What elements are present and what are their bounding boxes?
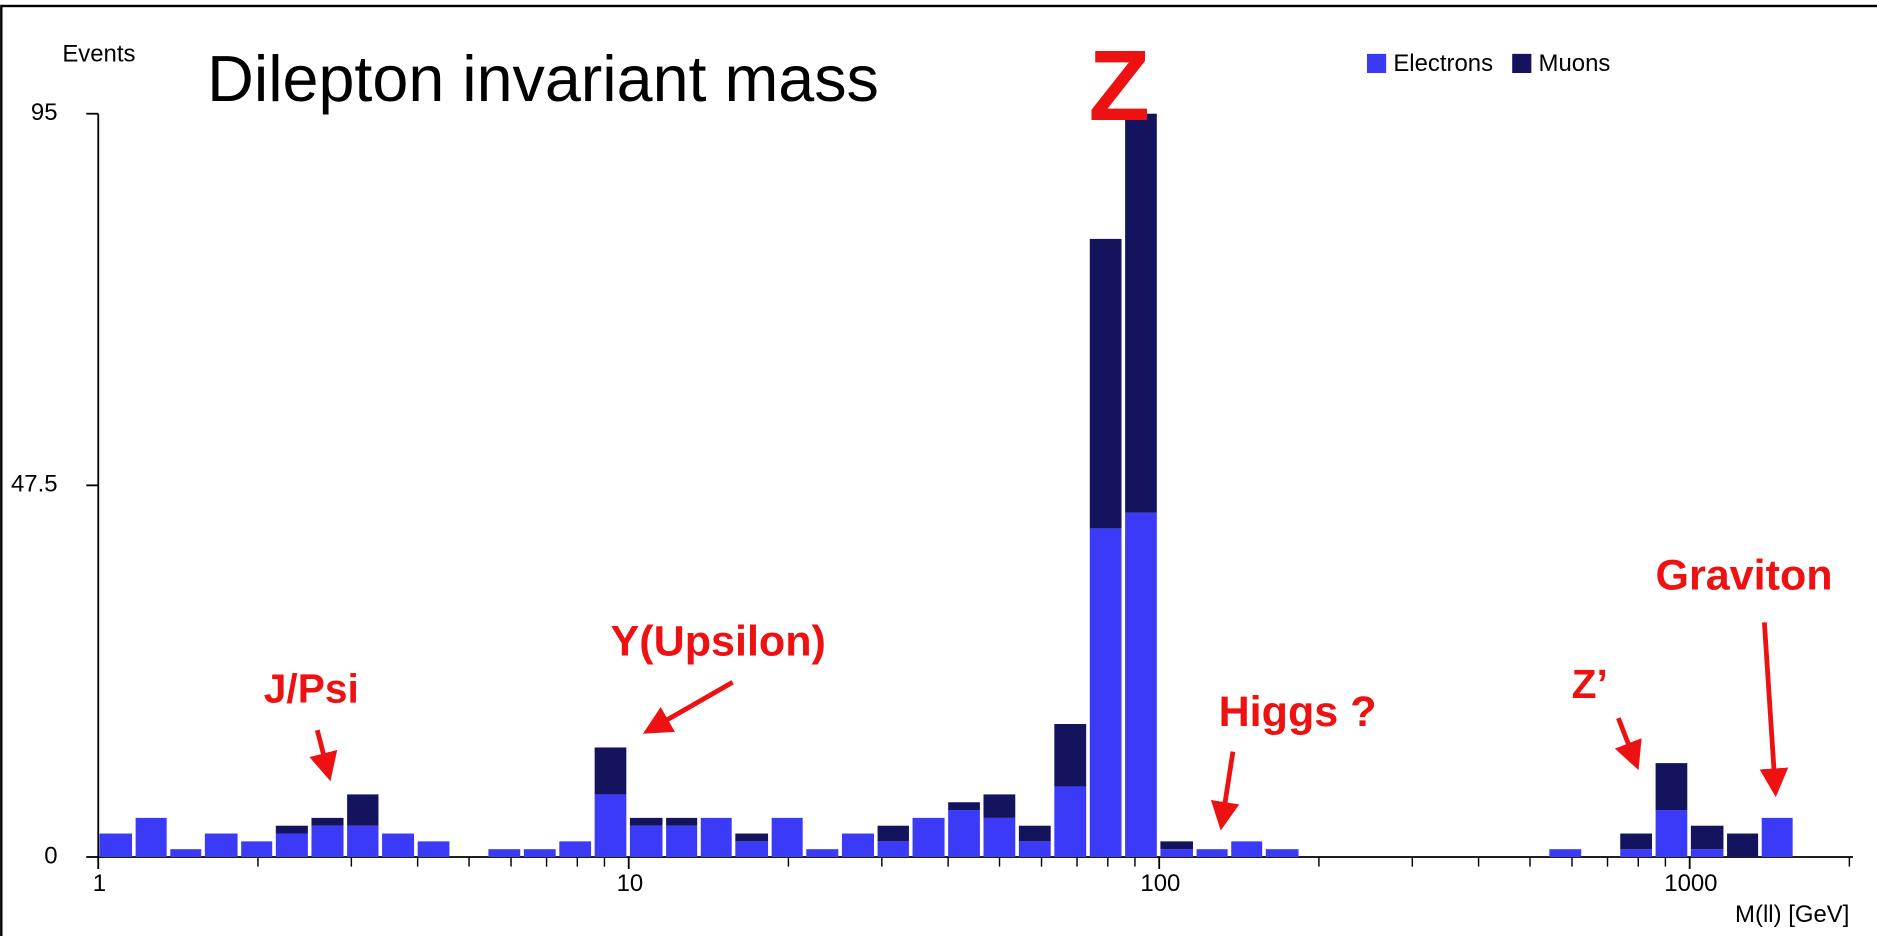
bar [170,849,202,858]
bar [877,825,909,842]
arrow [1210,751,1240,831]
legend-swatch [1367,53,1387,74]
bar [1727,833,1759,858]
bar [666,817,698,826]
bar [629,825,663,858]
bar [523,849,556,858]
bar [1655,810,1688,858]
legend-swatch [1512,53,1532,74]
bar [1620,833,1652,850]
bar [1690,825,1724,850]
bar [559,841,592,858]
bar [382,833,415,858]
x-tick-label: 10 [617,870,644,897]
chart-title: Dilepton invariant mass [207,42,879,115]
annotation: Z’ [1572,661,1608,707]
bar [204,833,238,858]
bar [135,817,167,858]
annotation: J/Psi [264,666,359,712]
bar [983,794,1016,818]
y-tick-label: 95 [31,99,58,126]
bar [629,817,663,826]
annotation: Graviton [1655,551,1832,599]
arrows [309,622,1789,831]
bar [735,841,769,858]
bar [347,825,379,858]
bar [948,802,980,811]
bar [841,833,874,858]
bar [241,841,273,858]
bar [311,817,344,826]
bar [1265,849,1299,858]
bar [1761,817,1793,858]
bar [1690,849,1724,858]
y-tick-label: 0 [44,842,57,869]
bar [806,849,839,858]
bar [1196,849,1228,858]
bar [1125,113,1157,513]
bar [735,833,769,842]
bar [1018,825,1051,842]
bar [1231,841,1263,858]
bar [1160,849,1193,858]
bar [877,841,909,858]
arrow [642,680,734,734]
legend-label: Electrons [1393,50,1493,77]
bar [275,833,308,858]
annotation: Z [1089,30,1150,142]
bar [275,825,308,834]
bar [594,747,627,795]
y-tick-label: 47.5 [11,471,58,498]
bar [417,841,450,858]
bar [1655,763,1688,811]
arrow [309,729,338,782]
bar [594,794,627,858]
bar [347,794,379,826]
bar [1160,841,1193,850]
bar [771,817,803,858]
bar [1089,238,1122,529]
x-tick-label: 1 [93,870,106,897]
annotation: Higgs ? [1219,688,1377,736]
annotation: Υ(Upsilon) [611,617,826,665]
bar [912,817,945,858]
legend-label: Muons [1539,50,1611,77]
bar [1054,723,1087,787]
y-axis-label: Events [62,40,135,67]
x-tick-label: 100 [1140,870,1180,897]
bar [948,810,980,858]
x-axis-label: M(ll) [GeV] [1735,901,1849,928]
bar [99,833,133,858]
bar [1620,849,1652,858]
bar [1089,528,1122,858]
bar [1549,849,1582,858]
x-tick-label: 1000 [1664,870,1717,897]
bar [488,849,521,858]
bar [1018,841,1051,858]
bar [1054,786,1087,858]
bar [1125,512,1157,858]
bar [700,817,732,858]
arrow [1614,717,1642,771]
arrow [1759,622,1789,798]
bar [983,817,1016,858]
bar [311,825,344,858]
bar [666,825,698,858]
frame [0,4,1877,936]
